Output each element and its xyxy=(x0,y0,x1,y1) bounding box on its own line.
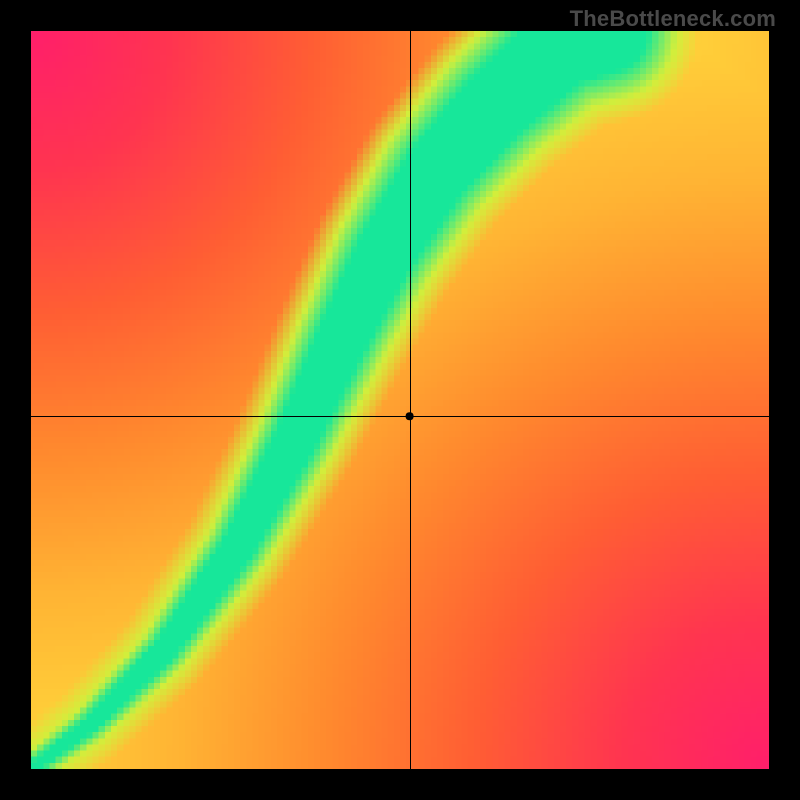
crosshair-overlay xyxy=(31,31,769,769)
chart-container: { "watermark": { "text": "TheBottleneck.… xyxy=(0,0,800,800)
watermark-text: TheBottleneck.com xyxy=(570,6,776,32)
